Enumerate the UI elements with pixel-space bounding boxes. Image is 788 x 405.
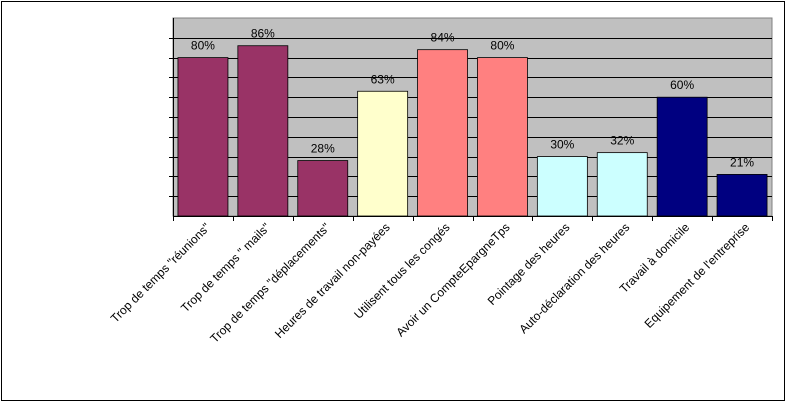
data-label: 21% (730, 155, 754, 169)
category-label: Trop de temps "déplacements" (207, 220, 333, 346)
bar (417, 49, 468, 217)
data-label: 86% (251, 27, 275, 41)
data-label: 80% (490, 39, 514, 53)
bar (297, 160, 349, 217)
bar (177, 57, 229, 217)
category-label: Avoir un CompteEpargneTps (393, 220, 512, 339)
category-label: Trop de temps "réunions" (108, 220, 213, 325)
data-label: 30% (550, 138, 574, 152)
data-label: 32% (610, 134, 634, 148)
category-label: Equipement de l'entreprise (642, 220, 753, 331)
bar (237, 45, 289, 217)
bar (656, 96, 708, 217)
category-label: Heures de travail non-payées (272, 220, 393, 341)
bar (536, 156, 588, 217)
category-label: Auto-déclaration des heures (516, 220, 632, 336)
bar (477, 57, 528, 217)
data-label: 28% (311, 142, 335, 156)
bar (716, 174, 768, 217)
data-label: 84% (431, 31, 455, 45)
data-label: 60% (670, 78, 694, 92)
bar (357, 90, 409, 217)
data-labels-group: 80% 86% 28% 63% 84% 80% 30% 32% 60% 21% (191, 27, 754, 170)
data-label: 80% (191, 39, 215, 53)
data-label: 63% (371, 72, 395, 86)
category-labels-group: Trop de temps "réunions"Trop de temps " … (108, 220, 753, 346)
bar (596, 152, 648, 217)
bars-group (177, 45, 768, 217)
